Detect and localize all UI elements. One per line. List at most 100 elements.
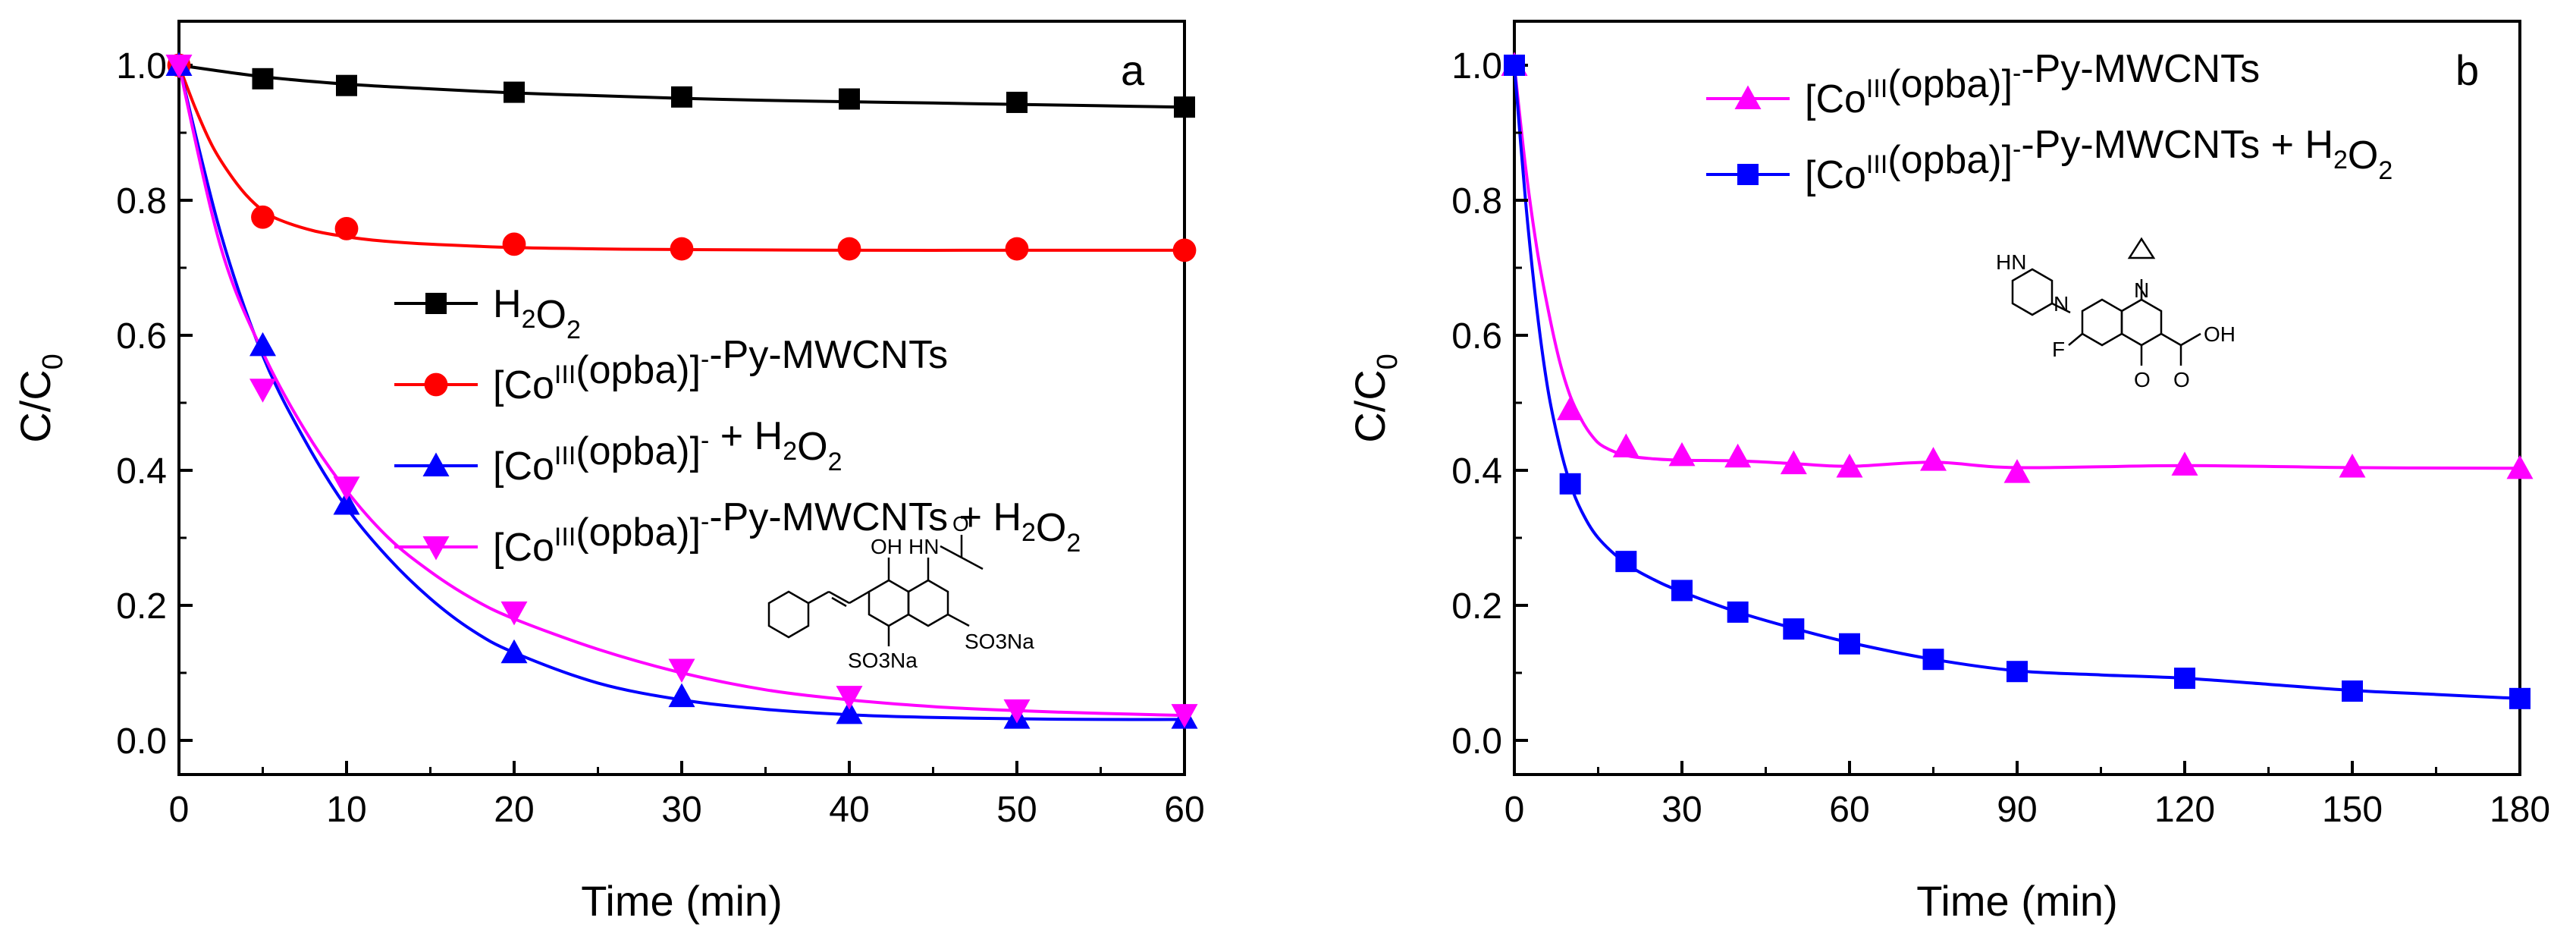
data-point-series-3: [836, 699, 863, 724]
carboxyl-bond-2: [2180, 332, 2201, 347]
naphthalene-ring-2: [907, 579, 949, 627]
data-point-series-1: [1006, 91, 1028, 113]
hn-label: HN: [1996, 250, 2026, 274]
so3na-bond-2: [947, 613, 970, 627]
panel-a-dye-structure: [767, 535, 984, 646]
data-point-series-2: [2509, 687, 2531, 709]
y-tick-label: 0.0: [116, 721, 167, 762]
data-point-series-4: [1003, 699, 1031, 724]
data-point-series-2: [1839, 633, 1860, 655]
panel-b-drug-structure: [2011, 237, 2201, 366]
x-tick-label: 20: [494, 790, 534, 830]
legend-label-3: [CoIII(opba)]- + H2O2: [493, 414, 842, 489]
y-tick-label: 1.0: [116, 46, 167, 86]
oh-label: OH: [871, 535, 902, 558]
data-point-series-2: [1559, 473, 1581, 495]
fit-curve-1: [1513, 64, 2521, 470]
data-point-series-2: [251, 205, 275, 229]
panel-a-label: a: [1121, 46, 1145, 94]
data-point-series-1: [671, 86, 692, 108]
azo-bond-1: [808, 590, 830, 605]
fit-curve-2: [177, 64, 1184, 252]
y-tick-label: 0.6: [1451, 316, 1502, 357]
legend-label-1: H2O2: [493, 282, 581, 344]
quinolone-ring-2: [2120, 298, 2163, 347]
carboxyl-o-label: O: [2173, 368, 2190, 391]
data-point-series-2: [1005, 237, 1029, 261]
data-point-series-2: [1671, 580, 1693, 602]
legend-marker-2: [424, 372, 448, 397]
azo-double-bond: [831, 596, 847, 608]
x-tick-label: 50: [996, 790, 1037, 830]
n-label-2: N: [2134, 278, 2149, 302]
x-tick-label: 0: [1504, 790, 1525, 830]
data-point-series-1: [839, 88, 860, 110]
x-tick-label: 30: [661, 790, 701, 830]
data-point-series-3: [500, 639, 528, 664]
panel-a-data-points: [165, 52, 1198, 729]
legend-marker-1: [425, 293, 447, 314]
fit-curve-3: [177, 64, 1185, 721]
data-point-series-2: [2174, 668, 2195, 690]
data-point-series-2: [1172, 238, 1197, 262]
data-point-series-1: [1557, 396, 1584, 420]
data-point-series-2: [1615, 551, 1637, 573]
data-point-series-1: [2506, 454, 2534, 479]
y-tick-label: 0.0: [1451, 721, 1502, 762]
y-tick-label: 0.4: [1451, 451, 1502, 492]
y-tick-label: 0.8: [116, 181, 167, 222]
benzene-ring: [767, 590, 810, 639]
f-label: F: [2052, 338, 2065, 361]
panel-a: 0 10 20 30 40 50 60 0.0 0.2 0.4 0.6 0.8 1.0 Time (mi…: [11, 20, 1205, 925]
data-point-series-4: [333, 476, 360, 501]
data-point-series-4: [249, 379, 276, 403]
ketone-o-label: O: [2134, 368, 2151, 391]
panel-a-y-axis-title: C/C0: [11, 354, 69, 443]
legend-marker-1: [1734, 85, 1762, 109]
panel-a-legend: H2O2[CoIII(opba)]--Py-MWCNTs[CoIII(opba)…: [394, 282, 1081, 570]
panel-a-fit-curves: [177, 64, 1185, 721]
so3na-label-1: SO3Na: [848, 649, 918, 672]
data-point-series-2: [837, 237, 861, 261]
y-tick-label: 0.2: [1451, 586, 1502, 627]
panel-a-x-axis-title: Time (min): [581, 877, 782, 925]
panel-b-data-points: [1501, 52, 2534, 709]
hn-label: HN: [908, 535, 939, 558]
legend-label-1: [CoIII(opba)]--Py-MWCNTs: [1805, 47, 2260, 121]
data-point-series-1: [1174, 96, 1195, 118]
data-point-series-4: [836, 686, 863, 710]
x-tick-label: 30: [1661, 790, 1702, 830]
panel-b-x-axis-title: Time (min): [1916, 877, 2117, 925]
y-tick-label: 0.2: [116, 586, 167, 627]
data-point-series-1: [1836, 454, 1863, 478]
data-point-series-2: [2007, 661, 2028, 683]
data-point-series-1: [2171, 451, 2198, 476]
data-point-series-3: [668, 683, 695, 708]
y-tick-label: 1.0: [1451, 46, 1502, 86]
data-point-series-1: [2003, 459, 2031, 483]
legend-marker-4: [422, 536, 450, 561]
azo-bond-2: [828, 590, 850, 605]
data-point-series-4: [1171, 704, 1198, 728]
data-point-series-2: [1783, 618, 1805, 640]
data-point-series-4: [165, 55, 193, 79]
x-tick-label: 0: [169, 790, 190, 830]
x-tick-label: 120: [2154, 790, 2215, 830]
panel-b-legend: [CoIII(opba)]--Py-MWCNTs[CoIII(opba)]--P…: [1706, 47, 2392, 197]
x-tick-label: 60: [1829, 790, 1869, 830]
legend-label-2: [CoIII(opba)]--Py-MWCNTs: [493, 333, 948, 407]
panel-b-ticks: 0 30 60 90 120 150 180 0.0 0.2 0.4 0.6 0.8 1.0: [1451, 46, 2550, 830]
data-point-series-1: [336, 74, 357, 96]
piperazine-link: [2051, 302, 2071, 314]
data-point-series-1: [1920, 447, 1947, 471]
data-point-series-3: [249, 332, 276, 357]
y-tick-label: 0.8: [1451, 181, 1502, 222]
data-point-series-2: [1922, 649, 1944, 671]
x-tick-label: 90: [1997, 790, 2037, 830]
x-tick-label: 180: [2490, 790, 2550, 830]
panel-b-y-axis-title: C/C0: [1346, 354, 1404, 443]
carboxyl-oh-label: OH: [2204, 322, 2236, 346]
data-point-series-1: [1612, 433, 1639, 457]
cyclopropyl-ring: [2127, 237, 2156, 259]
